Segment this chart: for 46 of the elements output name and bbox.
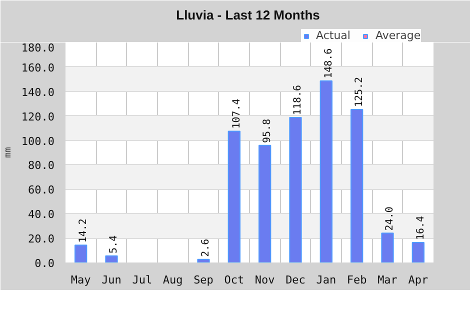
data-label: 95.8 <box>262 118 274 143</box>
x-tick-label: May <box>70 274 92 286</box>
x-tick-label: Apr <box>408 274 428 286</box>
bar <box>289 117 302 262</box>
data-label: 24.0 <box>384 206 396 231</box>
y-axis-title: mm <box>3 147 14 158</box>
legend-label: Actual <box>316 29 350 42</box>
bar <box>381 232 394 262</box>
data-label: 125.2 <box>354 76 366 108</box>
x-tick-label: Aug <box>162 274 183 286</box>
x-tick-label: Jan <box>316 274 336 286</box>
data-label: 118.6 <box>292 84 304 116</box>
y-tick-label: 80.0 <box>28 159 55 172</box>
y-tick-label: 60.0 <box>28 184 55 197</box>
bar <box>258 144 272 262</box>
data-label: 16.4 <box>415 216 426 240</box>
y-tick-label: 0.0 <box>34 257 55 270</box>
x-tick-label: Jun <box>102 274 122 286</box>
y-tick-label: 140.0 <box>21 86 55 99</box>
x-tick-label: Mar <box>378 274 398 286</box>
bar <box>320 80 332 262</box>
bar <box>197 258 210 262</box>
x-tick-label: Feb <box>346 274 367 286</box>
data-label: 148.6 <box>323 48 334 78</box>
data-label: 5.4 <box>108 235 120 254</box>
y-tick-label: 20.0 <box>28 232 55 246</box>
bar <box>412 242 424 262</box>
x-tick-label: Dec <box>286 274 306 286</box>
y-tick-label: 180.0 <box>21 42 55 54</box>
x-tick-label: Sep <box>194 274 214 286</box>
y-tick-label: 40.0 <box>28 208 55 222</box>
y-tick-label: 100.0 <box>21 134 55 148</box>
x-tick-label: Nov <box>254 274 276 286</box>
legend-label: Average <box>375 29 421 42</box>
data-label: 2.6 <box>200 238 212 257</box>
bar <box>228 130 240 262</box>
y-tick-label: 160.0 <box>21 61 55 74</box>
bar <box>74 244 88 262</box>
bar <box>350 108 364 262</box>
x-tick-label: Oct <box>224 274 244 286</box>
chart-title: Lluvia - Last 12 Months <box>176 8 320 22</box>
bar <box>105 255 118 262</box>
data-label: 107.4 <box>231 98 242 129</box>
x-tick-label: Jul <box>132 274 152 286</box>
y-tick-label: 120.0 <box>21 110 55 124</box>
data-label: 14.2 <box>78 218 90 243</box>
